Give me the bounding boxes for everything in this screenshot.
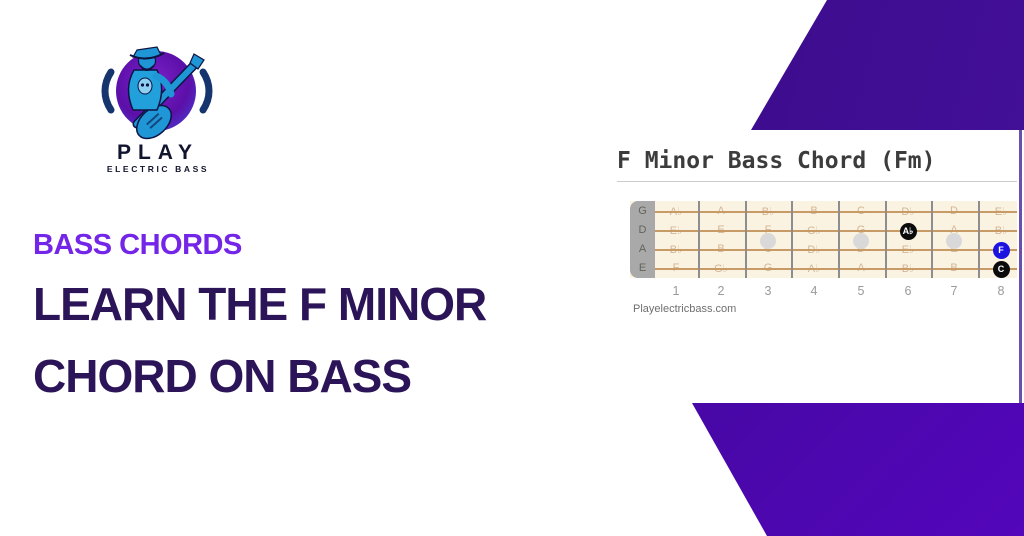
chord-note-marker: A♭ [899,222,917,240]
chord-note-marker: F [992,241,1010,259]
fret-wire [791,201,793,278]
page-title: LEARN THE F MINOR CHORD ON BASS [33,268,593,412]
fret-number-label: 2 [717,284,725,298]
fret-number-label: 5 [857,284,865,298]
chord-diagram-title: F Minor Bass Chord (Fm) [617,148,936,174]
fretboard-diagram: GDAEA♭AB♭BCD♭DE♭E♭EFG♭GAB♭B♭BCD♭DE♭EFG♭G… [630,201,1017,298]
position-dot [760,232,776,249]
page-title-line1: LEARN THE F MINOR [33,278,487,330]
fretboard-nut [630,201,655,278]
brand-tagline: ELECTRIC BASS [106,164,210,174]
fret-number-label: 4 [810,284,818,298]
open-string-label: G [638,205,647,217]
eyebrow-label: BASS CHORDS [33,229,242,261]
page-title-line2: CHORD ON BASS [33,350,412,402]
string-line [630,268,1017,270]
fret-number-label: 8 [997,284,1005,298]
fret-number-label: 1 [672,284,680,298]
fret-number-label: 7 [950,284,958,298]
watermark-text: Playelectricbass.com [633,303,737,315]
chord-note-marker: C [992,260,1010,278]
fret-wire [885,201,887,278]
purple-edge-line [1019,130,1022,403]
divider-line [617,181,1017,182]
brand-name: PLAY [116,141,200,164]
open-string-label: E [638,262,647,274]
open-string-label: D [638,224,647,236]
fret-number-label: 3 [764,284,772,298]
fret-wire [931,201,933,278]
string-line [630,230,1017,232]
fret-wire [838,201,840,278]
fret-wire [745,201,747,278]
brand-logo [97,36,219,144]
position-dot [946,232,962,249]
string-line [630,211,1017,213]
fret-number-label: 6 [904,284,912,298]
fret-wire [698,201,700,278]
bass-player-logo-icon [101,46,213,140]
open-string-label: A [638,243,647,255]
string-line [630,249,1017,251]
position-dot [853,232,869,249]
fret-wire [978,201,980,278]
